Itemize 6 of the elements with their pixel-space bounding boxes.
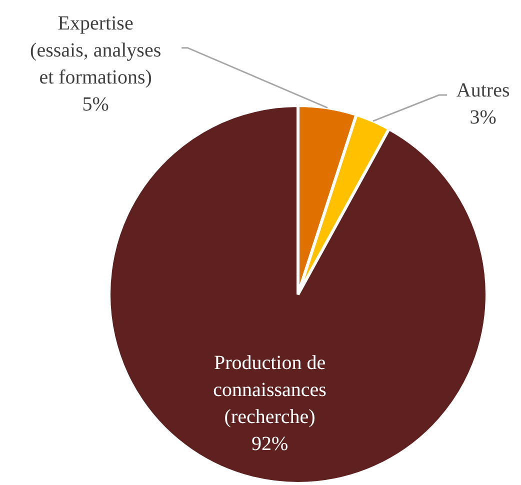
slice-label: Autres [456, 79, 510, 102]
data-label: 5% [82, 93, 109, 116]
data-label: 3% [470, 106, 496, 128]
slice-label: Production de connaissances (recherche) [213, 352, 327, 428]
data-label: 92% [251, 433, 288, 456]
slice-label: Expertise (essais, analyses et formations) [30, 12, 162, 88]
